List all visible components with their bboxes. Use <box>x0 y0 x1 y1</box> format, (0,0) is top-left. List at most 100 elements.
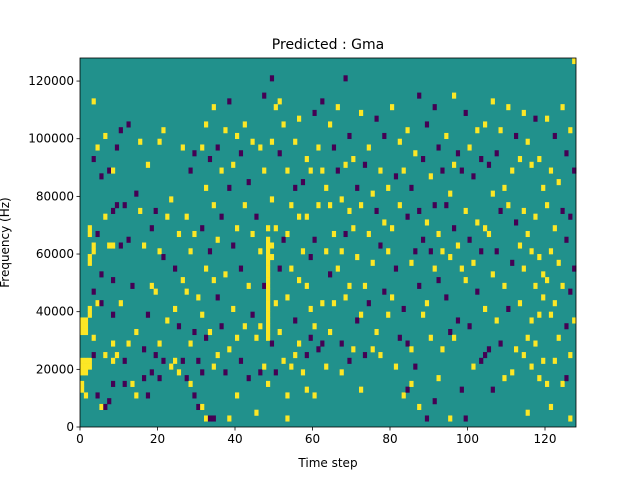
heatmap-cell <box>568 127 573 134</box>
heatmap-cell <box>91 248 96 255</box>
heatmap-cell <box>548 403 554 411</box>
heatmap-cell <box>343 230 348 238</box>
heatmap-cell <box>176 323 182 330</box>
heatmap-cell <box>510 259 515 266</box>
heatmap-cell <box>165 317 170 324</box>
heatmap-cell <box>273 104 278 111</box>
heatmap-cell <box>130 282 135 289</box>
heatmap-cell <box>266 277 271 284</box>
heatmap-cell <box>80 357 85 364</box>
heatmap-cell <box>467 144 472 151</box>
heatmap-cell <box>440 346 445 353</box>
y-tick-label: 20000 <box>36 362 74 376</box>
heatmap-cell <box>95 392 100 399</box>
heatmap-cell <box>409 184 414 191</box>
heatmap-cell <box>304 352 309 359</box>
heatmap-cell <box>347 357 352 364</box>
heatmap-cell <box>533 115 538 122</box>
heatmap-cell <box>219 213 224 220</box>
heatmap-cell <box>266 248 271 255</box>
heatmap-cell <box>432 104 437 111</box>
heatmap-cell <box>545 277 550 284</box>
heatmap-cell <box>502 375 507 382</box>
heatmap-cell <box>421 311 426 318</box>
heatmap-cell <box>479 248 484 255</box>
heatmap-cell <box>448 415 453 422</box>
heatmap-cell <box>486 346 492 353</box>
y-axis-label: Frequency (Hz) <box>0 197 12 288</box>
heatmap-cell <box>339 369 344 376</box>
heatmap-cell <box>316 144 321 151</box>
heatmap-cell <box>80 363 85 370</box>
heatmap-cell <box>149 369 154 376</box>
heatmap-cell <box>324 184 329 191</box>
heatmap-cell <box>541 271 546 278</box>
x-tick-label: 0 <box>76 432 84 446</box>
heatmap-cell <box>432 265 437 272</box>
heatmap-cell <box>463 109 468 116</box>
heatmap-cell <box>362 352 368 359</box>
heatmap-cell <box>161 357 166 364</box>
heatmap-cell <box>289 265 294 272</box>
heatmap-cell <box>103 403 108 411</box>
heatmap-cell <box>126 236 131 243</box>
heatmap-cell <box>517 156 523 163</box>
heatmap-cell <box>548 167 554 174</box>
heatmap-cell <box>382 288 387 295</box>
heatmap-cell <box>99 271 104 278</box>
heatmap-cell <box>568 352 573 359</box>
heatmap-cell <box>556 179 561 186</box>
heatmap-cell <box>196 357 201 364</box>
heatmap-cell <box>227 98 232 105</box>
heatmap-cell <box>211 277 216 284</box>
heatmap-cell <box>204 265 209 272</box>
heatmap-cell <box>506 104 511 111</box>
heatmap-cell <box>269 75 275 82</box>
x-tick-label: 120 <box>534 432 557 446</box>
heatmap-cell <box>165 213 170 220</box>
heatmap-cell <box>564 150 569 157</box>
heatmap-cell <box>149 282 154 289</box>
heatmap-cell <box>180 144 185 151</box>
heatmap-cell <box>219 167 224 174</box>
heatmap-cell <box>145 392 151 399</box>
heatmap-cell <box>521 265 526 272</box>
heatmap-cell <box>238 150 244 157</box>
heatmap-cell <box>83 323 89 330</box>
heatmap-cell <box>366 300 371 307</box>
heatmap-cell <box>506 202 511 209</box>
heatmap-cell <box>266 380 271 387</box>
heatmap-cell <box>355 317 360 324</box>
heatmap-cell <box>316 346 321 353</box>
heatmap-cell <box>556 334 561 341</box>
heatmap-cell <box>490 190 495 197</box>
heatmap-cell <box>359 202 364 209</box>
heatmap-cell <box>486 230 492 238</box>
heatmap-cell <box>180 357 185 364</box>
heatmap-cell <box>262 363 267 370</box>
heatmap-cell <box>262 92 267 99</box>
heatmap-cell <box>215 352 220 359</box>
heatmap-cell <box>293 317 298 324</box>
heatmap-cell <box>103 352 108 359</box>
heatmap-cell <box>378 242 383 249</box>
heatmap-cell <box>130 380 135 387</box>
heatmap-cell <box>207 156 213 163</box>
heatmap-cell <box>99 403 104 411</box>
heatmap-cell <box>413 363 418 370</box>
heatmap-cell <box>486 161 492 168</box>
heatmap-cell <box>111 357 116 364</box>
heatmap-cell <box>413 150 418 157</box>
heatmap-cell <box>297 213 302 220</box>
heatmap-cell <box>428 248 433 255</box>
heatmap-cell <box>390 104 395 111</box>
heatmap-cell <box>242 323 247 330</box>
heatmap-cell <box>99 173 104 180</box>
heatmap-cell <box>80 323 85 330</box>
heatmap-cell <box>541 357 546 364</box>
heatmap-cell <box>111 380 116 387</box>
heatmap-cell <box>258 144 263 151</box>
heatmap-cell <box>409 380 414 387</box>
heatmap-cell <box>312 392 317 399</box>
heatmap-cell <box>184 375 189 382</box>
